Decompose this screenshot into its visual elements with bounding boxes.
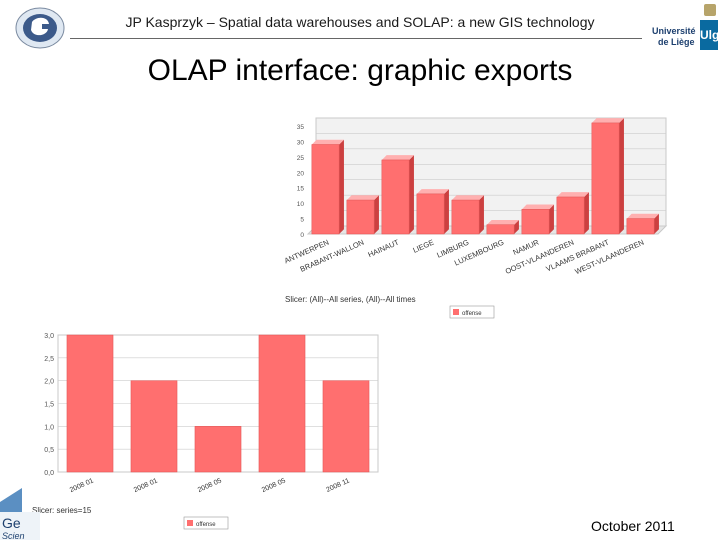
- y-tick-label: 1,5: [44, 402, 54, 409]
- bar: [626, 218, 655, 235]
- x-category-label: BRABANT-WALLON: [299, 238, 366, 274]
- y-tick-label: 0,0: [44, 470, 54, 477]
- footer-date: October 2011: [591, 518, 675, 534]
- y-tick-label: 15: [297, 186, 305, 193]
- x-category-label: 2008 01: [133, 477, 159, 494]
- y-tick-label: 1,0: [44, 424, 54, 431]
- chart2-slicer-text: Slicer: series=15: [32, 506, 92, 515]
- legend-label: offense: [196, 522, 216, 528]
- bar: [194, 426, 242, 473]
- university-seal-icon: [704, 4, 716, 16]
- chart1-slicer-text: Slicer: (All)--All series, (All)--All ti…: [285, 295, 416, 304]
- bar: [451, 199, 480, 235]
- y-tick-label: 3,0: [44, 333, 54, 340]
- bar: [322, 380, 370, 473]
- y-tick-label: 10: [297, 201, 305, 208]
- legend-swatch: [187, 520, 193, 526]
- y-tick-label: 2,0: [44, 379, 54, 386]
- bar-top: [311, 139, 344, 145]
- bar-side: [339, 139, 344, 234]
- bar-top: [626, 213, 659, 219]
- legend-label: offense: [462, 311, 482, 317]
- bar: [311, 144, 340, 235]
- bar: [66, 334, 114, 473]
- y-tick-label: 25: [297, 155, 305, 162]
- bar-top: [556, 192, 589, 197]
- bar: [258, 334, 306, 473]
- bar: [521, 209, 550, 235]
- bar-top: [591, 118, 624, 123]
- bar-side: [549, 204, 554, 234]
- bar-side: [374, 195, 379, 234]
- x-category-label: 2008 11: [325, 477, 351, 494]
- university-logo: Université de Liège Ulg: [650, 2, 720, 52]
- bar-top: [486, 219, 519, 225]
- chart-legend: offense: [449, 305, 495, 319]
- bar-top: [381, 155, 414, 160]
- bar-side: [584, 192, 589, 234]
- university-mark: Ulg: [700, 20, 718, 50]
- x-category-label: 2008 05: [197, 477, 223, 494]
- y-tick-label: 0,5: [44, 447, 54, 454]
- legend-box: [449, 305, 495, 319]
- university-name-line2: de Liège: [658, 37, 695, 47]
- header-divider: [70, 38, 642, 39]
- y-tick-label: 20: [297, 170, 305, 177]
- bar-top: [346, 195, 379, 201]
- bar: [381, 159, 410, 235]
- y-tick-label: 2,5: [44, 356, 54, 363]
- university-name-line1: Université: [652, 26, 696, 36]
- bar-side: [479, 195, 484, 234]
- legend-box: [183, 516, 229, 530]
- y-tick-label: 5: [300, 217, 304, 224]
- bar-side: [514, 219, 519, 234]
- x-category-label: LIEGE: [411, 238, 435, 255]
- svg-text:Scien: Scien: [2, 531, 25, 540]
- bar: [486, 224, 515, 235]
- x-category-label: HAINAUT: [367, 237, 401, 259]
- bar-side: [654, 213, 659, 234]
- y-tick-label: 0: [300, 232, 304, 239]
- bar: [556, 196, 585, 235]
- y-tick-label: 35: [297, 124, 305, 131]
- x-category-label: 2008 01: [69, 477, 95, 494]
- bar: [416, 193, 445, 235]
- globe-logo-icon: [15, 7, 65, 49]
- header-text: JP Kasprzyk – Spatial data warehouses an…: [125, 14, 595, 30]
- bar-top: [451, 195, 484, 201]
- svg-text:Ge: Ge: [2, 515, 21, 531]
- bar-side: [444, 189, 449, 234]
- bar-side: [619, 118, 624, 234]
- university-mark-text: Ulg: [700, 28, 718, 42]
- bar-top: [521, 204, 554, 210]
- page-title: OLAP interface: graphic exports: [147, 54, 573, 87]
- chart-offense-by-period: 0,0 0,5 1,0 1,5 2,0 2,5 3,0 2008 01 2008 01 2008 …: [44, 333, 379, 530]
- bar: [130, 380, 178, 473]
- chart-legend: offense: [183, 516, 229, 530]
- y-tick-label: 30: [297, 139, 305, 146]
- gis-science-logo-icon: Ge Scien: [0, 488, 40, 540]
- bar: [346, 199, 375, 235]
- x-category-label: 2008 05: [261, 477, 287, 494]
- legend-swatch: [453, 309, 459, 315]
- bar-side: [409, 155, 414, 234]
- bar-top: [416, 189, 449, 194]
- bar: [591, 122, 620, 235]
